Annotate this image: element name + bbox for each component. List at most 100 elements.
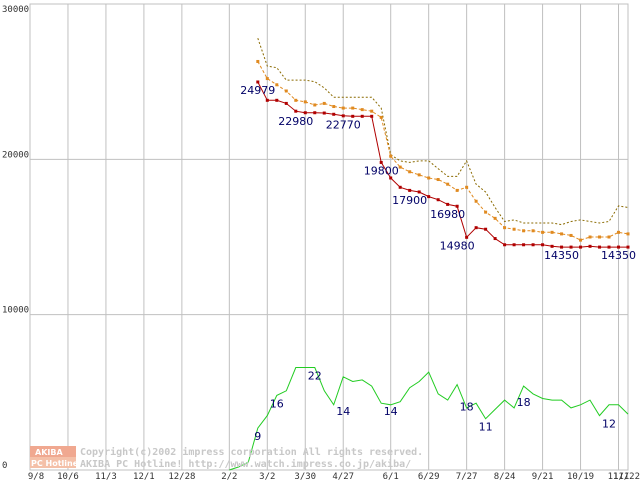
price-data-label: 22980 — [278, 115, 313, 128]
data-point — [522, 229, 526, 233]
data-point — [560, 245, 564, 249]
data-point — [322, 111, 326, 115]
data-point — [588, 244, 592, 248]
data-point — [598, 245, 602, 249]
x-tick-label: 11/3 — [95, 472, 117, 480]
x-tick-label: 9/8 — [28, 472, 44, 480]
x-tick-label: 9/21 — [532, 472, 554, 480]
price-data-label: 22770 — [326, 118, 361, 131]
x-tick-label: 11/22 — [613, 472, 640, 480]
watermark: AKIBA PC Hotline! Copyright(c)2002 impre… — [30, 446, 423, 470]
x-tick-label: 3/2 — [259, 472, 275, 480]
shop-count-label: 18 — [460, 401, 474, 414]
data-point — [313, 111, 317, 115]
data-point — [303, 100, 307, 104]
data-point — [427, 176, 431, 180]
data-point — [598, 235, 602, 239]
data-point — [417, 173, 421, 177]
data-point — [303, 111, 307, 115]
logo-box-top — [30, 446, 76, 457]
data-point — [550, 230, 554, 234]
data-point — [313, 103, 317, 107]
price-data-label: 16980 — [430, 208, 465, 221]
data-point — [379, 115, 383, 119]
data-point — [332, 112, 336, 116]
data-point — [607, 245, 611, 249]
data-point — [531, 229, 535, 233]
data-point — [351, 106, 355, 110]
data-point — [512, 243, 516, 247]
data-point — [408, 170, 412, 174]
x-tick-label: 6/1 — [383, 472, 399, 480]
data-point — [341, 114, 345, 118]
logo-text-top: AKIBA — [35, 448, 63, 457]
shop-count-label: 18 — [517, 396, 531, 409]
data-point — [579, 245, 583, 249]
data-point — [531, 243, 535, 247]
logo-box-bottom — [30, 457, 76, 468]
x-tick-label: 4/27 — [332, 472, 354, 480]
data-point — [569, 245, 573, 249]
data-point — [512, 227, 516, 231]
data-point — [256, 80, 260, 84]
data-point — [474, 226, 478, 230]
data-point — [284, 101, 288, 105]
data-point — [417, 190, 421, 194]
data-point — [351, 114, 355, 118]
y-tick-label: 10000 — [2, 306, 29, 316]
copyright-text: Copyright(c)2002 impress corporation All… — [80, 446, 423, 458]
data-point — [560, 232, 564, 236]
x-tick-label: 11/1 — [608, 472, 630, 480]
shop-count-label: 14 — [384, 405, 398, 418]
data-point — [541, 243, 545, 247]
price-data-label: 14350 — [544, 249, 579, 262]
grid — [29, 3, 629, 471]
data-point — [436, 178, 440, 182]
data-point — [503, 243, 507, 247]
x-tick-label: 6/29 — [418, 472, 440, 480]
data-point — [522, 243, 526, 247]
data-point — [398, 185, 402, 189]
data-point — [550, 244, 554, 248]
data-point — [341, 106, 345, 110]
y-tick-label: 0 — [2, 461, 7, 471]
shop-count-label: 22 — [308, 369, 322, 382]
data-point — [446, 202, 450, 206]
data-point — [617, 245, 621, 249]
data-point — [626, 245, 630, 249]
shop-count-label: 14 — [336, 405, 350, 418]
price-data-label: 17900 — [392, 194, 427, 207]
y-tick-label: 30000 — [2, 5, 29, 15]
x-tick-label: 12/28 — [168, 472, 195, 480]
data-point — [579, 238, 583, 242]
data-point — [607, 235, 611, 239]
data-point — [493, 237, 497, 241]
x-tick-label: 10/6 — [57, 472, 79, 480]
data-point — [569, 233, 573, 237]
data-point — [360, 108, 364, 112]
y-tick-label: 20000 — [2, 150, 29, 160]
data-point — [626, 232, 630, 236]
data-point — [408, 188, 412, 192]
data-point — [370, 109, 374, 113]
data-point — [474, 199, 478, 203]
data-point — [322, 101, 326, 105]
data-point — [541, 230, 545, 234]
x-tick-label: 8/24 — [494, 472, 516, 480]
shop-count-label: 12 — [602, 418, 616, 431]
data-point — [370, 114, 374, 118]
data-point — [398, 165, 402, 169]
data-point — [617, 230, 621, 234]
data-point — [256, 59, 260, 63]
data-point — [484, 210, 488, 214]
axis-layer: 0 10000 20000 30000 9/8 10/6 11/3 12/1 12/28 2/2 3… — [2, 5, 640, 480]
shop-count-label: 9 — [254, 430, 261, 443]
data-point — [446, 182, 450, 186]
data-point — [275, 83, 279, 87]
logo-text-bottom: PC Hotline! — [31, 459, 82, 468]
data-point — [275, 98, 279, 102]
x-tick-label: 7/27 — [456, 472, 478, 480]
data-point — [284, 89, 288, 93]
price-data-label: 19800 — [364, 164, 399, 177]
